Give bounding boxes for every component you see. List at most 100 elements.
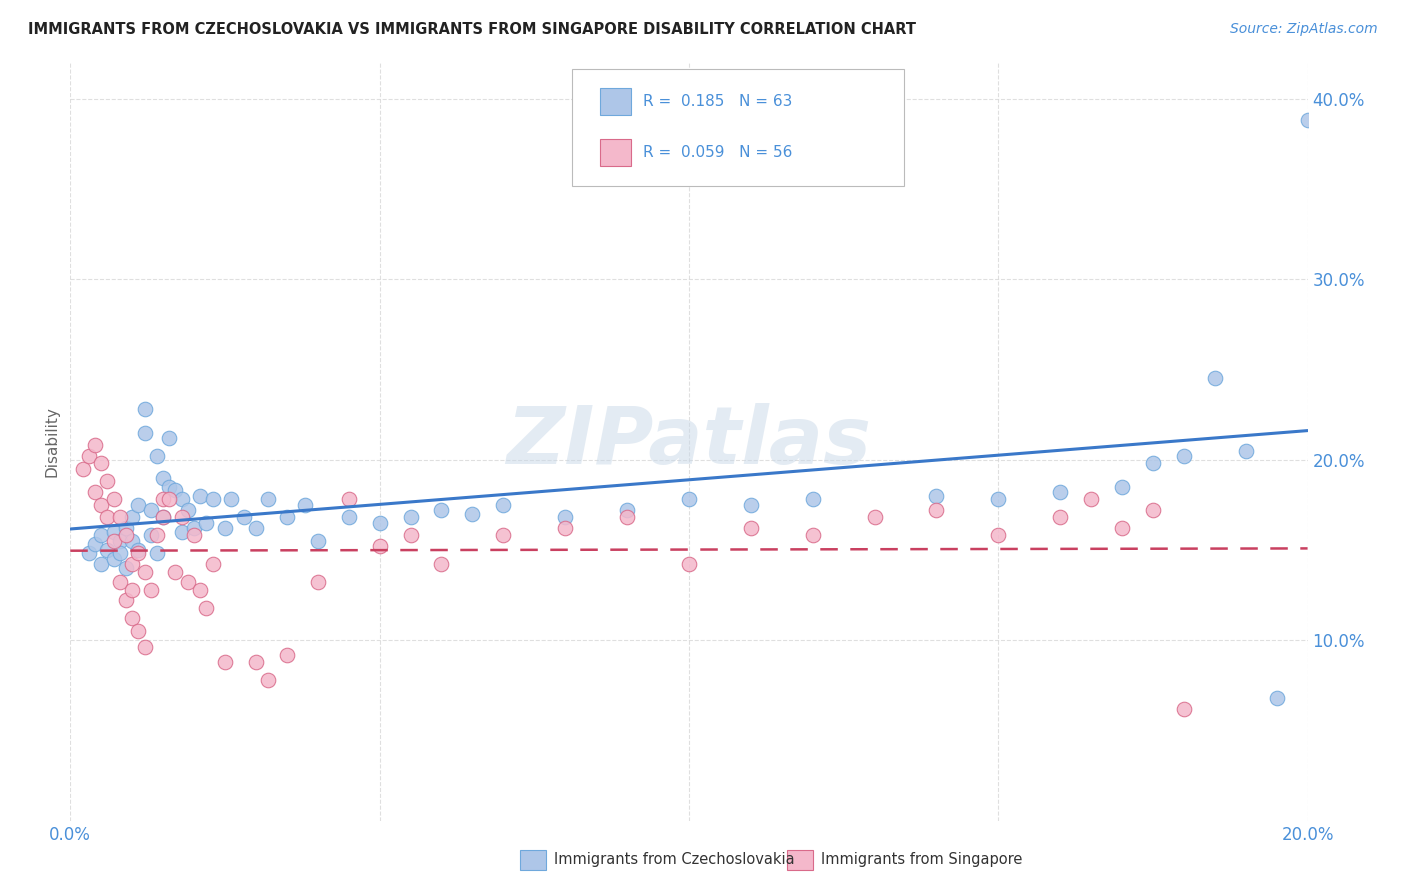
Point	[90, 498, 112, 512]
Point	[115, 521, 138, 535]
Point	[430, 558, 453, 572]
Point	[1142, 456, 1164, 470]
Point	[157, 480, 180, 494]
Point	[195, 600, 218, 615]
Text: IMMIGRANTS FROM CZECHOSLOVAKIA VS IMMIGRANTS FROM SINGAPORE DISABILITY CORRELATI: IMMIGRANTS FROM CZECHOSLOVAKIA VS IMMIGR…	[28, 22, 917, 37]
Point	[170, 524, 193, 539]
Point	[146, 546, 169, 560]
Point	[195, 516, 218, 530]
Point	[90, 558, 112, 572]
Point	[1049, 510, 1071, 524]
Point	[139, 528, 162, 542]
Point	[492, 528, 515, 542]
Point	[616, 503, 638, 517]
Point	[801, 528, 824, 542]
Point	[152, 492, 174, 507]
Point	[276, 648, 298, 662]
Point	[201, 558, 224, 572]
Point	[337, 492, 360, 507]
Point	[1142, 503, 1164, 517]
Point	[121, 533, 143, 548]
Point	[134, 402, 156, 417]
Point	[103, 524, 125, 539]
Point	[77, 449, 100, 463]
Point	[1204, 371, 1226, 385]
Point	[337, 510, 360, 524]
Point	[77, 546, 100, 560]
Point	[183, 521, 205, 535]
Point	[678, 558, 700, 572]
Point	[165, 565, 187, 579]
Text: R =  0.059   N = 56: R = 0.059 N = 56	[643, 145, 792, 161]
Point	[121, 558, 143, 572]
Point	[152, 510, 174, 524]
Point	[245, 655, 267, 669]
Y-axis label: Disability: Disability	[44, 406, 59, 477]
Text: Immigrants from Czechoslovakia: Immigrants from Czechoslovakia	[554, 853, 794, 867]
Point	[127, 542, 149, 557]
Point	[492, 498, 515, 512]
Point	[245, 521, 267, 535]
Point	[1296, 113, 1319, 128]
Point	[127, 624, 149, 639]
Point	[84, 537, 107, 551]
Point	[616, 510, 638, 524]
Point	[96, 510, 118, 524]
Point	[188, 489, 211, 503]
Point	[127, 498, 149, 512]
Point	[103, 552, 125, 566]
Point	[257, 492, 280, 507]
Point	[925, 489, 948, 503]
Point	[108, 533, 131, 548]
Point	[103, 533, 125, 548]
Point	[801, 492, 824, 507]
Point	[368, 539, 391, 553]
Point	[183, 528, 205, 542]
Point	[72, 461, 94, 475]
Point	[201, 492, 224, 507]
Point	[1049, 485, 1071, 500]
Point	[152, 470, 174, 484]
Point	[214, 655, 236, 669]
Point	[121, 582, 143, 597]
Point	[90, 456, 112, 470]
Point	[461, 507, 484, 521]
Point	[1327, 290, 1350, 304]
Point	[399, 510, 422, 524]
Point	[127, 546, 149, 560]
Point	[1265, 690, 1288, 705]
Point	[554, 521, 576, 535]
Point	[115, 528, 138, 542]
Point	[307, 575, 329, 590]
Point	[1234, 443, 1257, 458]
Point	[152, 510, 174, 524]
Point	[103, 492, 125, 507]
Point	[108, 510, 131, 524]
Point	[177, 503, 200, 517]
Point	[1111, 521, 1133, 535]
Point	[96, 475, 118, 489]
Point	[177, 575, 200, 590]
Point	[90, 528, 112, 542]
Point	[257, 673, 280, 687]
Point	[170, 510, 193, 524]
Point	[165, 483, 187, 498]
Point	[157, 431, 180, 445]
Point	[170, 492, 193, 507]
Point	[108, 575, 131, 590]
Point	[863, 510, 886, 524]
Point	[987, 528, 1010, 542]
Point	[214, 521, 236, 535]
Point	[84, 485, 107, 500]
Point	[925, 503, 948, 517]
Text: R =  0.185   N = 63: R = 0.185 N = 63	[643, 94, 792, 109]
Point	[96, 542, 118, 557]
Point	[554, 510, 576, 524]
Point	[987, 492, 1010, 507]
Point	[399, 528, 422, 542]
Point	[115, 593, 138, 607]
Point	[146, 449, 169, 463]
Point	[307, 533, 329, 548]
Point	[232, 510, 254, 524]
Point	[740, 521, 762, 535]
